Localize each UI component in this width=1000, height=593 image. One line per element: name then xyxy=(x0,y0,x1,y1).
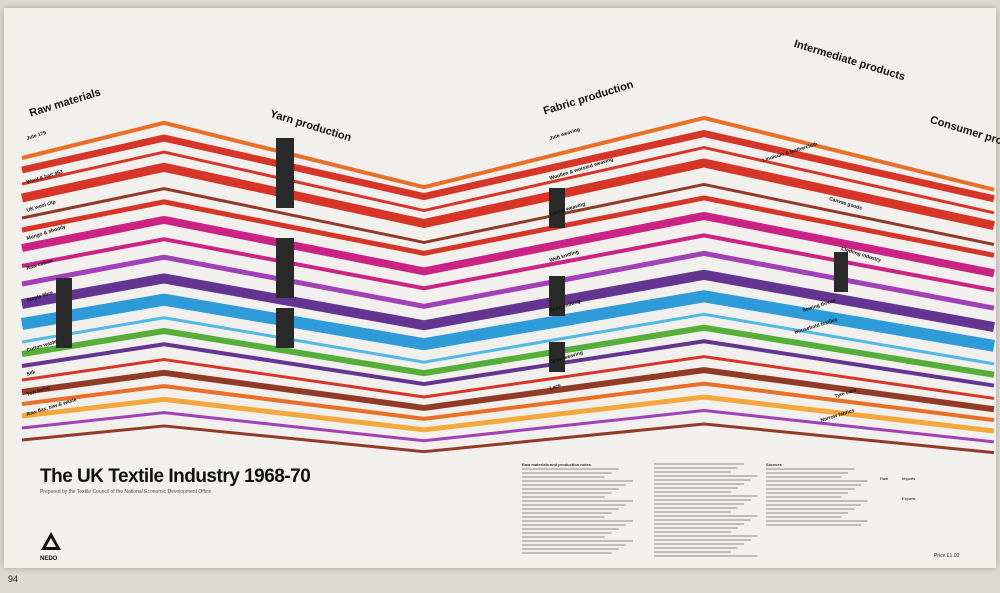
yarn-node-block xyxy=(276,138,294,208)
nedo-logo-text: NEDO xyxy=(40,556,58,562)
flow-band xyxy=(21,312,995,366)
flow-band xyxy=(21,409,995,444)
flow-band xyxy=(21,394,995,434)
flow-band xyxy=(21,211,995,278)
flow-band xyxy=(21,250,995,311)
sources-heading: Sources xyxy=(766,462,782,467)
key-label: Raw xyxy=(880,476,889,481)
flow-band xyxy=(21,339,995,388)
yarn-node-block xyxy=(276,238,294,298)
raw-node-block xyxy=(56,278,72,348)
flow-band xyxy=(21,146,995,215)
notes-text-block xyxy=(654,463,758,557)
flow-band xyxy=(21,130,995,203)
flow-band xyxy=(21,195,995,258)
flow-diagram xyxy=(20,115,996,455)
notes-column-1: Raw materials and production notes xyxy=(522,462,640,558)
page-number: 94 xyxy=(8,574,19,584)
fabric-node-block xyxy=(549,342,565,372)
document-title: The UK Textile Industry 1968-70 xyxy=(40,466,311,487)
intermediate-node-block xyxy=(834,252,848,292)
flow-band xyxy=(21,158,995,231)
poster-sheet: Raw materials Yarn production Fabric pro… xyxy=(4,8,1000,568)
notes-text-block xyxy=(766,468,868,526)
key-label: Imports xyxy=(902,476,916,481)
notes-text-block xyxy=(522,468,633,554)
flow-band xyxy=(21,324,995,378)
nedo-logo-icon xyxy=(41,532,61,550)
document-subtitle: Prepared by the Textile Council of the N… xyxy=(40,489,212,495)
flow-band xyxy=(21,355,995,400)
price-note: Price £1.00 xyxy=(934,553,960,559)
yarn-node-block xyxy=(276,308,294,348)
fabric-node-block xyxy=(549,188,565,228)
flow-band xyxy=(21,381,995,423)
flow-band xyxy=(21,182,995,246)
fabric-node-block xyxy=(549,276,565,316)
flow-band xyxy=(21,422,995,455)
flow-band xyxy=(21,269,995,332)
notes-heading: Raw materials and production notes xyxy=(522,462,591,467)
flow-band xyxy=(20,290,996,352)
flow-band xyxy=(21,115,995,192)
notes-column-3: Sources xyxy=(766,462,874,528)
flow-band xyxy=(21,367,995,413)
flow-band xyxy=(21,233,995,293)
key-legend: Raw Imports Exports xyxy=(880,476,930,538)
notes-column-2 xyxy=(654,462,764,559)
key-label: Exports xyxy=(902,496,916,501)
